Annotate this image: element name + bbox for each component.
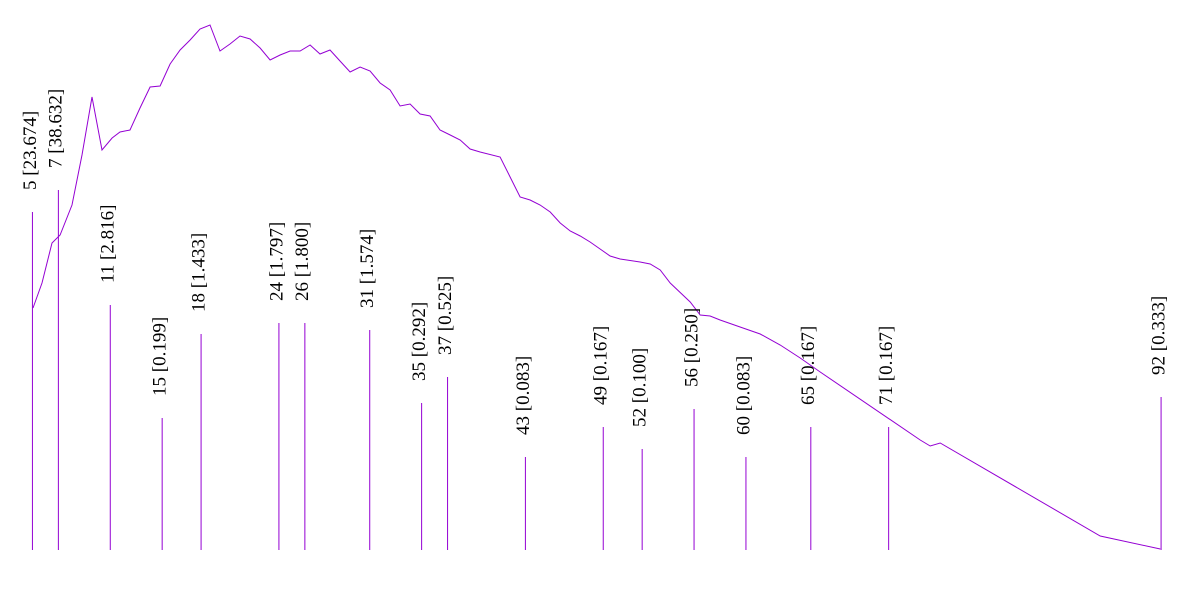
spike-label: 26 [1.800] [292,222,313,301]
spike-label: 35 [0.292] [409,302,430,381]
spike-label: 24 [1.797] [266,222,287,301]
spike-label: 56 [0.250] [681,308,702,387]
curve [32,24,1161,550]
spike-label: 43 [0.083] [513,356,534,435]
spike-label: 5 [23.674] [20,111,41,190]
spike-label: 7 [38.632] [46,89,67,168]
spike-label: 15 [0.199] [150,317,171,396]
spike-label: 37 [0.525] [435,276,456,355]
spike-label: 65 [0.167] [798,326,819,405]
spike-label: 52 [0.100] [630,348,651,427]
spike-label: 31 [1.574] [357,229,378,308]
spike-label: 49 [0.167] [591,326,612,405]
spike-label: 71 [0.167] [876,326,897,405]
spike-label: 92 [0.333] [1148,296,1169,375]
spike-label: 60 [0.083] [733,356,754,435]
spike-label: 18 [1.433] [188,233,209,312]
spike-label: 11 [2.816] [98,205,119,283]
